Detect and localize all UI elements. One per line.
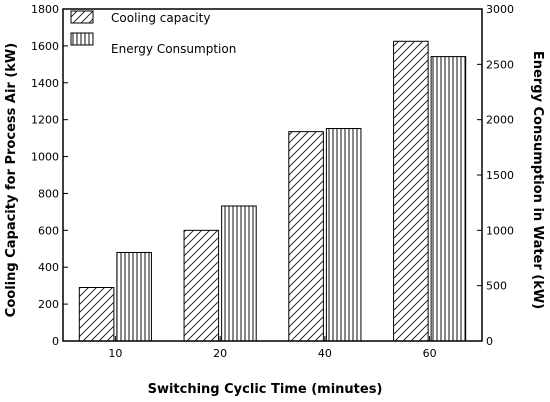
x-axis: 10 20 40 60 bbox=[108, 336, 437, 360]
bar-cooling-capacity-10 bbox=[78, 287, 115, 342]
legend-swatch-cooling bbox=[70, 10, 94, 24]
y-axis-title-right: Energy Consumption in Water (kW) bbox=[530, 51, 545, 309]
bar-energy-consumption-40 bbox=[325, 128, 362, 342]
bars-layer bbox=[78, 40, 467, 342]
bar-cooling-capacity-20 bbox=[183, 229, 220, 342]
x-axis-title: Switching Cyclic Time (minutes) bbox=[148, 382, 383, 397]
x-tick-label: 10 bbox=[108, 347, 122, 360]
left-tick-label: 1200 bbox=[31, 114, 59, 127]
left-tick-label: 1000 bbox=[31, 151, 59, 164]
left-tick-label: 1600 bbox=[31, 40, 59, 53]
legend-swatch-energy bbox=[70, 32, 94, 46]
left-tick-label: 600 bbox=[38, 224, 59, 237]
left-tick-label: 1400 bbox=[31, 77, 59, 90]
left-tick-label: 200 bbox=[38, 298, 59, 311]
right-tick-label: 1500 bbox=[486, 169, 514, 182]
right-tick-label: 3000 bbox=[486, 3, 514, 16]
right-tick-label: 2500 bbox=[486, 58, 514, 71]
right-tick-label: 2000 bbox=[486, 114, 514, 127]
left-axis: 0 200 400 600 800 1000 1200 1400 1600 1800 bbox=[31, 3, 68, 348]
bar-energy-consumption-20 bbox=[221, 205, 257, 342]
right-axis: 0 500 1000 1500 2000 2500 3000 bbox=[477, 3, 514, 348]
left-tick-label: 800 bbox=[38, 187, 59, 200]
bar-energy-consumption-10 bbox=[116, 251, 152, 342]
bar-cooling-capacity-60 bbox=[393, 40, 429, 342]
legend-label-cooling: Cooling capacity bbox=[111, 11, 210, 25]
legend: Cooling capacity Energy Consumption bbox=[70, 10, 236, 56]
x-tick-label: 60 bbox=[423, 347, 437, 360]
left-tick-label: 400 bbox=[38, 261, 59, 274]
x-tick-label: 20 bbox=[213, 347, 227, 360]
legend-label-energy: Energy Consumption bbox=[111, 42, 236, 56]
right-tick-label: 1000 bbox=[486, 224, 514, 237]
left-tick-label: 0 bbox=[52, 335, 59, 348]
bar-energy-consumption-60 bbox=[430, 56, 467, 342]
left-tick-label: 1800 bbox=[31, 3, 59, 16]
x-tick-label: 40 bbox=[318, 347, 332, 360]
bar-cooling-capacity-40 bbox=[288, 131, 324, 342]
right-tick-label: 0 bbox=[486, 335, 493, 348]
y-axis-title-left: Cooling Capacity for Process Air (kW) bbox=[4, 43, 19, 317]
right-tick-label: 500 bbox=[486, 280, 507, 293]
